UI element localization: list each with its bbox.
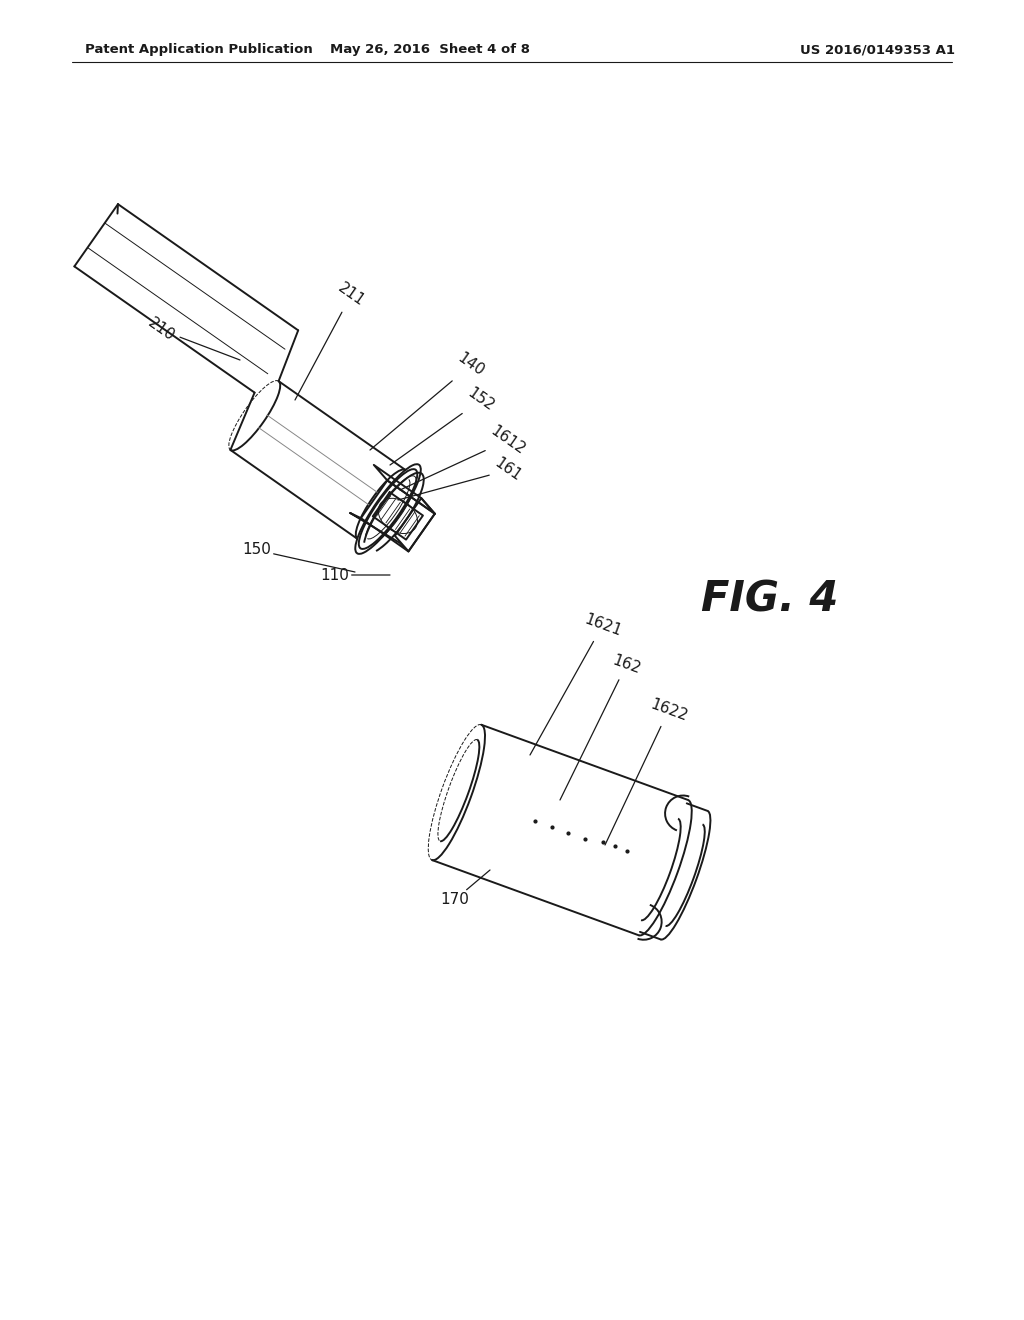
Text: Patent Application Publication: Patent Application Publication bbox=[85, 44, 312, 57]
Text: 210: 210 bbox=[145, 315, 240, 360]
Text: 211: 211 bbox=[295, 281, 368, 400]
Text: 150: 150 bbox=[242, 543, 355, 572]
Text: US 2016/0149353 A1: US 2016/0149353 A1 bbox=[800, 44, 955, 57]
Text: 170: 170 bbox=[440, 870, 490, 908]
Text: 161: 161 bbox=[398, 455, 524, 500]
Text: 162: 162 bbox=[560, 653, 642, 800]
Text: 1622: 1622 bbox=[605, 697, 689, 845]
Text: 140: 140 bbox=[370, 351, 487, 450]
Text: May 26, 2016  Sheet 4 of 8: May 26, 2016 Sheet 4 of 8 bbox=[330, 44, 530, 57]
Text: FIG. 4: FIG. 4 bbox=[701, 579, 839, 620]
Text: 1621: 1621 bbox=[530, 611, 624, 755]
Text: 1612: 1612 bbox=[400, 422, 528, 490]
Text: 152: 152 bbox=[390, 385, 498, 465]
Text: 110: 110 bbox=[319, 568, 390, 582]
